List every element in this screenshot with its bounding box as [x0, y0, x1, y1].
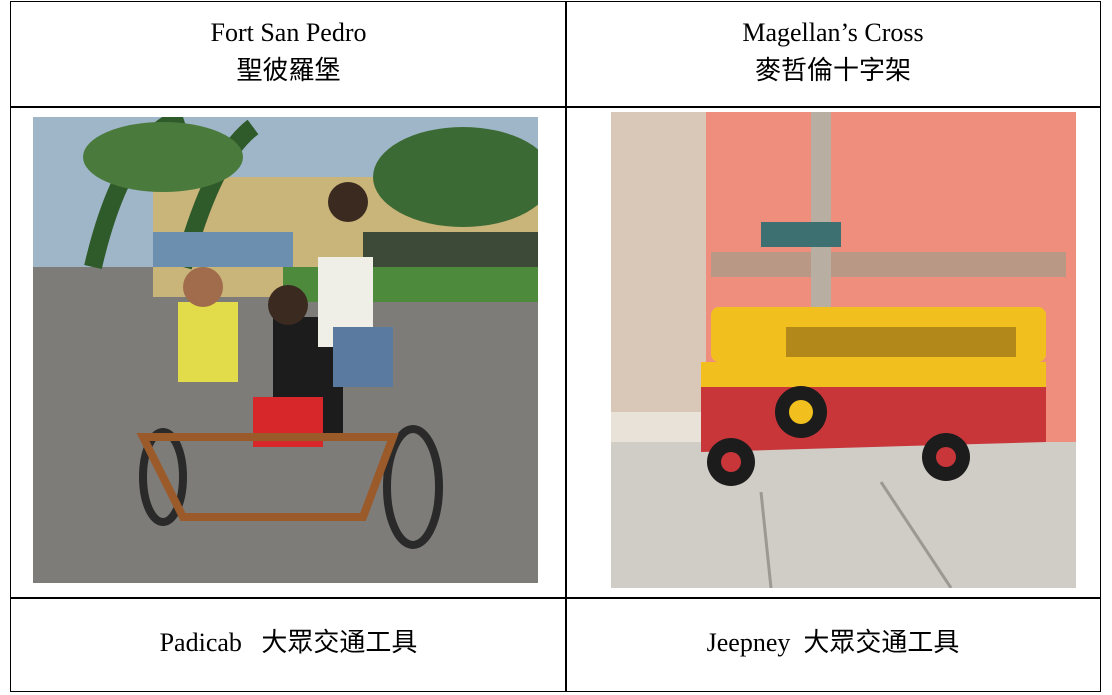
caption: Padicab 大眾交通工具: [159, 628, 418, 657]
cell: Magellan’s Cross 麥哲倫十字架: [565, 1, 1101, 108]
cell: Jeepney 大眾交通工具: [565, 597, 1101, 692]
title-en: Magellan’s Cross: [742, 18, 924, 47]
title-zh: 麥哲倫十字架: [754, 56, 911, 85]
cell: [565, 106, 1101, 599]
cell: [10, 106, 567, 599]
title-zh: 聖彼羅堡: [236, 56, 341, 85]
cell: Padicab 大眾交通工具: [10, 597, 567, 692]
caption: Jeepney 大眾交通工具: [706, 628, 960, 657]
padicab-photo: [33, 117, 538, 583]
cell: Fort San Pedro 聖彼羅堡: [10, 1, 567, 108]
jeepney-photo: [611, 112, 1076, 588]
title-en: Fort San Pedro: [210, 18, 367, 47]
